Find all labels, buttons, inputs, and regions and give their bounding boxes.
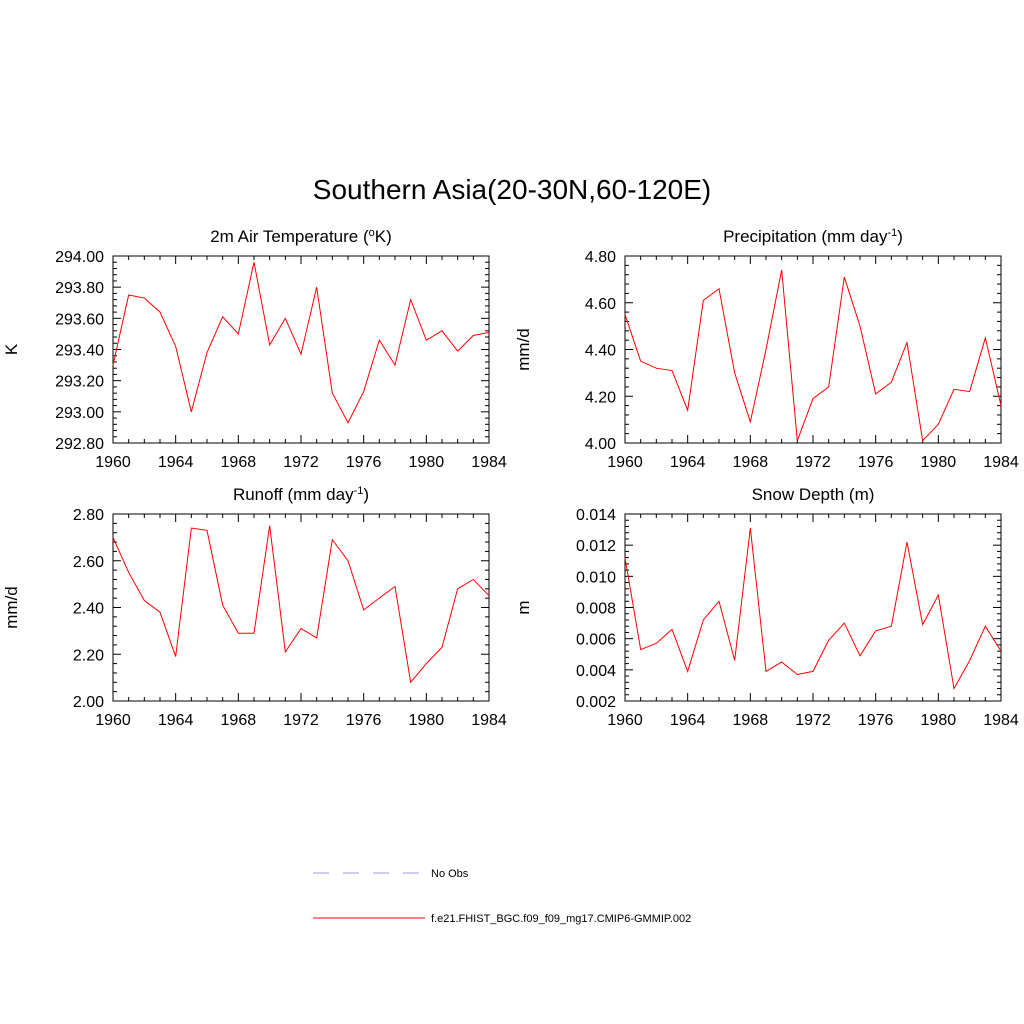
series-line [112,262,490,424]
x-tick-label: 1968 [221,712,257,729]
x-tick-label: 1972 [283,712,319,729]
series-line [624,269,1002,442]
chart-panel-3: 1960 1964 1968 1972 1976 1980 1984 2.00 2.20 2.40… [2,485,507,729]
y-tick-label: 4.60 [585,296,616,313]
chart-panel-2: 1960 1964 1968 1972 1976 1980 1984 4.00 4.20 4.40… [514,227,1019,471]
x-tick-label: 1980 [409,454,445,471]
x-tick-label: 1972 [283,454,319,471]
y-tick-label: 293.20 [55,374,104,391]
y-tick-label: 2.00 [73,694,104,711]
panel-title: 2m Air Temperature (oK) [210,227,392,246]
y-axis-label: m [514,600,533,614]
figure-title: Southern Asia(20-30N,60-120E) [312,174,712,205]
x-tick-label: 1964 [158,454,194,471]
x-tick-label: 1968 [733,454,769,471]
x-tick-label: 1984 [471,712,507,729]
x-tick-label: 1968 [733,712,769,729]
x-tick-label: 1960 [95,712,131,729]
x-tick-label: 1984 [983,454,1019,471]
panel-title-superscript: -1 [354,485,364,497]
x-tick-label: 1984 [471,454,507,471]
legend-model-label: f.e21.FHIST_BGC.f09_f09_mg17.CMIP6-GMMIP… [431,913,691,925]
y-tick-label: 0.006 [576,632,616,649]
legend-obs-label: No Obs [431,868,469,880]
y-tick-label: 293.00 [55,405,104,422]
panel-title-main: 2m Air Temperature ( [210,227,369,246]
y-tick-label: 292.80 [55,436,104,453]
y-tick-label: 294.00 [55,249,104,266]
x-tick-label: 1972 [795,712,831,729]
y-tick-label: 0.004 [576,663,616,680]
y-tick-label: 293.80 [55,280,104,297]
panel-title-tail: K) [375,227,392,246]
y-axis-label: mm/d [514,328,533,371]
x-tick-label: 1976 [346,712,382,729]
panel-title-superscript: o [369,227,375,239]
y-tick-label: 293.40 [55,343,104,360]
panel-title: Precipitation (mm day-1) [723,227,903,246]
y-tick-label: 0.008 [576,601,616,618]
y-tick-label: 0.014 [576,507,616,524]
y-tick-label: 4.40 [585,343,616,360]
y-tick-label: 0.012 [576,538,616,555]
series-line [624,527,1002,691]
panel-title-tail: ) [363,485,369,504]
y-tick-label: 4.20 [585,389,616,406]
chart-panel-4: 1960 1964 1968 1972 1976 1980 1984 0.002 0.004 0.… [514,485,1019,729]
legend: No Obs f.e21.FHIST_BGC.f09_f09_mg17.CMIP… [313,868,691,925]
chart-panels: 1960 1964 1968 1972 1976 1980 1984 292.80 293.00… [2,227,1019,729]
y-tick-label: 0.002 [576,694,616,711]
x-tick-label: 1976 [858,712,894,729]
y-tick-label: 293.60 [55,311,104,328]
x-tick-label: 1964 [670,712,706,729]
x-tick-label: 1960 [607,454,643,471]
plot-frame [112,255,490,444]
panel-title: Snow Depth (m) [752,485,875,504]
y-tick-label: 2.40 [73,601,104,618]
x-tick-label: 1976 [858,454,894,471]
x-tick-label: 1984 [983,712,1019,729]
panel-title-main: Runoff (mm day [233,485,354,504]
panel-title-main: Snow Depth (m) [752,485,875,504]
x-tick-label: 1968 [221,454,257,471]
plot-frame [112,513,490,702]
plot-frame [624,513,1002,702]
y-tick-label: 2.60 [73,554,104,571]
series-line [112,525,490,684]
x-tick-label: 1976 [346,454,382,471]
x-tick-label: 1980 [409,712,445,729]
y-axis-label: K [2,343,21,355]
chart-panel-1: 1960 1964 1968 1972 1976 1980 1984 292.80 293.00… [2,227,507,471]
y-axis-label: mm/d [2,586,21,629]
y-tick-label: 4.00 [585,436,616,453]
panel-title-main: Precipitation (mm day [723,227,888,246]
x-tick-label: 1964 [670,454,706,471]
y-tick-label: 4.80 [585,249,616,266]
x-tick-label: 1980 [921,712,957,729]
panel-title-tail: ) [897,227,903,246]
y-tick-label: 2.80 [73,507,104,524]
y-tick-label: 0.010 [576,569,616,586]
panel-title-superscript: -1 [887,227,897,239]
y-tick-label: 2.20 [73,647,104,664]
panel-title: Runoff (mm day-1) [233,485,369,504]
x-tick-label: 1972 [795,454,831,471]
plot-frame [624,255,1002,444]
x-tick-label: 1960 [607,712,643,729]
x-tick-label: 1960 [95,454,131,471]
x-tick-label: 1980 [921,454,957,471]
x-tick-label: 1964 [158,712,194,729]
